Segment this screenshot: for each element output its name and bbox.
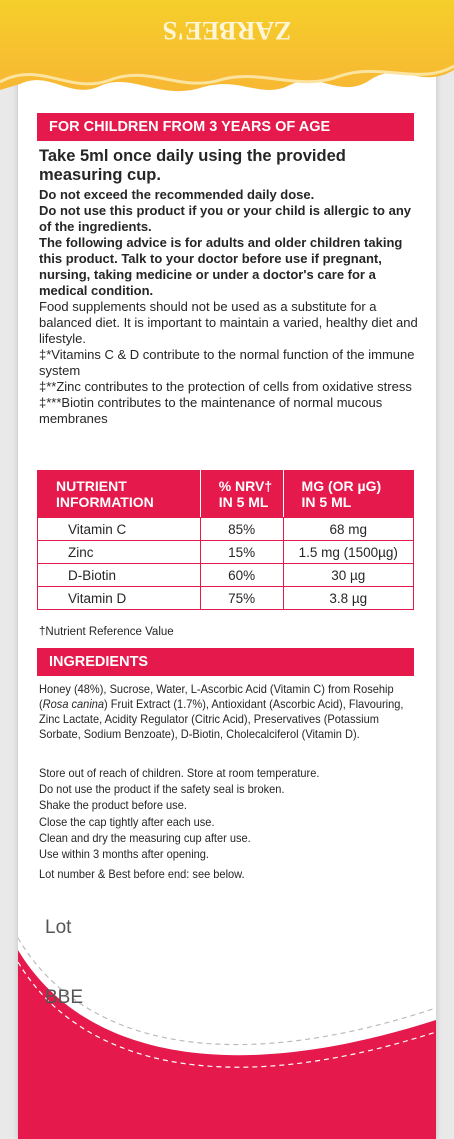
note-line: Food supplements should not be used as a… — [39, 299, 418, 346]
bottom-band — [18, 937, 436, 1139]
brand: ZARBEE'S — [163, 16, 292, 45]
table-cell: 75% — [199, 586, 284, 610]
storage-line: Close the cap tightly after each use. — [39, 814, 215, 829]
age-banner: FOR CHILDREN FROM 3 YEARS OF AGE — [37, 113, 414, 141]
warnings: Do not exceed the recommended daily dose… — [39, 187, 419, 299]
table-cell: 85% — [199, 517, 284, 541]
table-row: Zinc 15% 1.5 mg (1500µg) — [37, 540, 415, 564]
storage-line: Shake the product before use. — [39, 798, 187, 813]
ingredients-text: Honey (48%), Sucrose, Water, L-Ascorbic … — [39, 682, 412, 742]
header-line: INFORMATION — [56, 494, 154, 510]
top-honey-band: ZARBEE'S — [0, 0, 454, 92]
table-footnote: †Nutrient Reference Value — [39, 626, 174, 638]
warning-line: The following advice is for adults and o… — [39, 235, 403, 298]
table-row: D-Biotin 60% 30 µg — [37, 563, 415, 587]
table-cell: D-Biotin — [37, 563, 201, 587]
storage-line: Store out of reach of children. Store at… — [39, 766, 320, 780]
table-cell: 1.5 mg (1500µg) — [282, 540, 415, 564]
header-line: IN 5 ML — [301, 494, 352, 510]
warning-line: Do not exceed the recommended daily dose… — [39, 187, 315, 202]
header-line: MG (OR µG) — [301, 478, 382, 494]
table-header-cell: MG (OR µG) IN 5 ML — [282, 470, 415, 518]
table-cell: 68 mg — [282, 517, 415, 541]
table-row: Vitamin D 75% 3.8 µg — [37, 586, 415, 610]
table-row: Vitamin C 85% 68 mg — [37, 517, 415, 541]
note-line: ‡**Zinc contributes to the protection of… — [39, 379, 412, 394]
storage-line: Lot number & Best before end: see below. — [39, 867, 245, 882]
bbe-label: BBE — [45, 987, 84, 1008]
note-line: ‡*Vitamins C & D contribute to the norma… — [39, 347, 415, 378]
table-cell: 15% — [199, 540, 284, 564]
header-line: % NRV† — [218, 478, 273, 494]
header-line: IN 5 ML — [218, 494, 269, 510]
table-cell: Vitamin C — [37, 517, 201, 541]
storage-instructions: Store out of reach of children. Store at… — [39, 765, 412, 882]
header-line: NUTRIENT — [56, 478, 127, 494]
ingredients-latin: Rosa canina — [42, 697, 105, 711]
ingredients-text-part: Honey (48%), Sucrose, Water, L-Ascorbic … — [39, 682, 394, 711]
nutrient-table: NUTRIENT INFORMATION% NRV† IN 5 ML MG (OR µ… — [37, 470, 415, 610]
warning-line: Do not use this product if you or your c… — [39, 203, 411, 234]
lot-label: Lot — [45, 917, 72, 938]
table-header-cell: % NRV† IN 5 ML — [199, 470, 284, 518]
table-cell: 60% — [199, 563, 284, 587]
table-header-cell: NUTRIENT INFORMATION — [37, 470, 201, 518]
ingredients-text-part: ) Fruit Extract (1.7%), Antioxidant (Asc… — [39, 697, 404, 741]
storage-line: Clean and dry the measuring cup after us… — [39, 830, 251, 845]
storage-line: Use within 3 months after opening. — [39, 847, 209, 862]
notes: Food supplements should not be used as a… — [39, 299, 419, 427]
note-line: ‡***Biotin contributes to the maintenanc… — [39, 395, 383, 426]
directions: Take 5ml once daily using the provided m… — [39, 147, 346, 184]
table-cell: Vitamin D — [37, 586, 201, 610]
ingredients-title: INGREDIENTS — [37, 648, 414, 676]
table-cell: Zinc — [37, 540, 201, 564]
storage-line: Do not use the product if the safety sea… — [39, 782, 285, 797]
table-cell: 3.8 µg — [282, 586, 415, 610]
table-cell: 30 µg — [282, 563, 415, 587]
